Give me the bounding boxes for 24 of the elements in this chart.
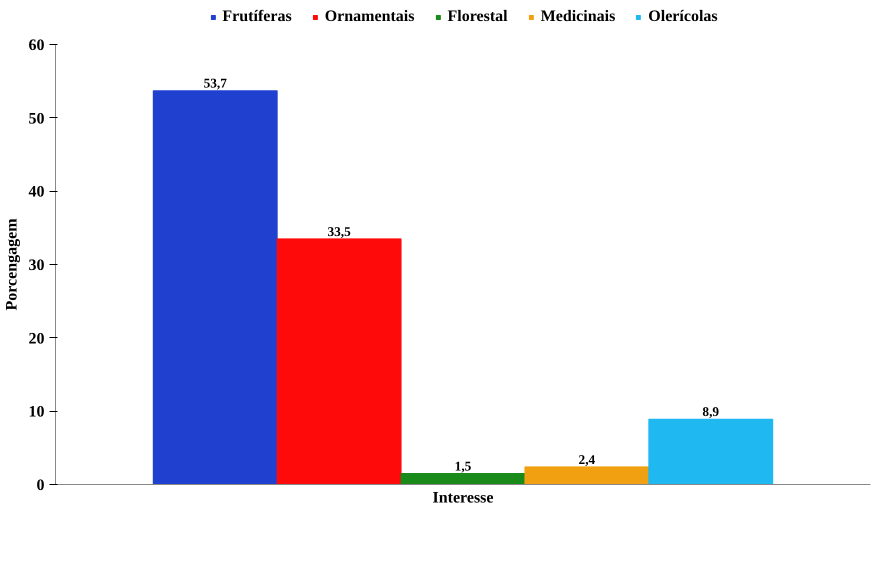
- legend-label: Ornamentais: [324, 8, 414, 26]
- bar: [524, 466, 650, 484]
- y-tick-label: 0: [36, 477, 44, 494]
- y-tick-label: 50: [28, 110, 44, 128]
- data-label: 33,5: [327, 224, 352, 239]
- bar: [400, 473, 526, 484]
- y-axis-title: Porcengagem: [4, 218, 20, 311]
- legend-label: Frutíferas: [222, 8, 292, 26]
- data-label: 53,7: [204, 76, 228, 91]
- y-tick-label: 40: [28, 184, 44, 201]
- y-tick-label: 20: [28, 330, 44, 348]
- y-tick-label: 30: [28, 257, 44, 274]
- y-tick-label: 10: [28, 404, 44, 421]
- legend-label: Olerícolas: [648, 8, 718, 26]
- data-label: 1,5: [454, 458, 472, 474]
- x-axis-title: Interesse: [432, 490, 494, 506]
- bar: [276, 238, 402, 484]
- legend-label: Florestal: [447, 8, 508, 26]
- bar: [648, 418, 774, 484]
- legend-label: Medicinais: [540, 8, 616, 26]
- bar: [152, 90, 278, 484]
- y-tick-label: 60: [28, 37, 44, 54]
- data-label: 2,4: [578, 452, 596, 467]
- data-label: 8,9: [702, 404, 720, 420]
